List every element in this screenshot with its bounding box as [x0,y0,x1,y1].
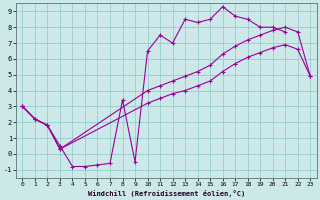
X-axis label: Windchill (Refroidissement éolien,°C): Windchill (Refroidissement éolien,°C) [88,190,245,197]
